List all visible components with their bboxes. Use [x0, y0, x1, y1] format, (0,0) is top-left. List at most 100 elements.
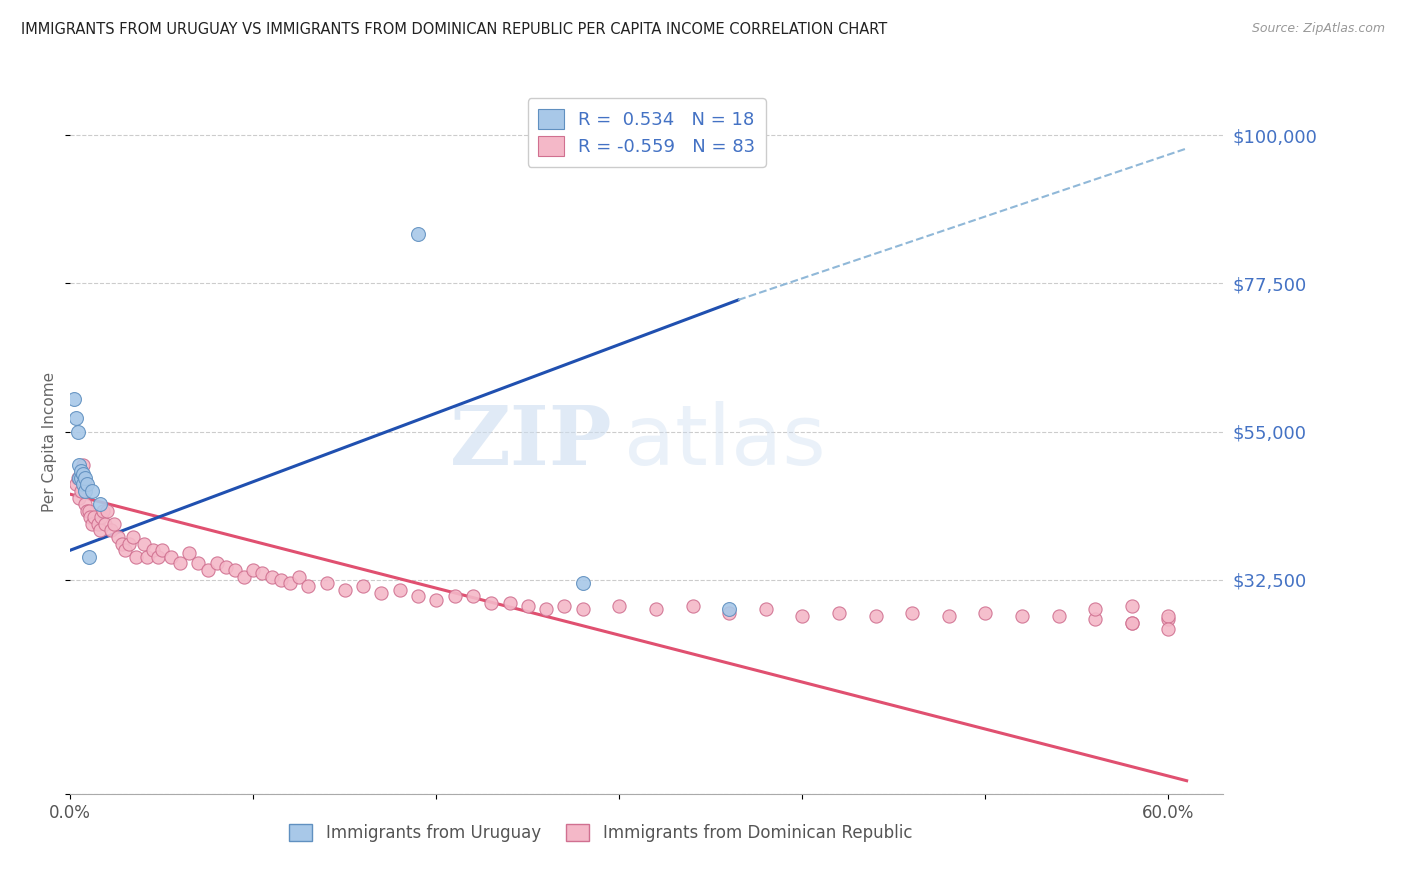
Point [498, 596, 520, 610]
Point [792, 609, 814, 624]
Point [66, 425, 89, 439]
Point [1084, 602, 1107, 616]
Point [370, 586, 392, 600]
Point [103, 516, 125, 531]
Point [1121, 615, 1143, 630]
Point [132, 536, 155, 550]
Point [77, 549, 100, 564]
Point [315, 576, 337, 591]
Legend: Immigrants from Uruguay, Immigrants from Dominican Republic: Immigrants from Uruguay, Immigrants from… [283, 817, 918, 849]
Point [89, 524, 111, 538]
Point [1121, 615, 1143, 630]
Point [718, 606, 741, 620]
Point [553, 599, 575, 614]
Point [70, 471, 93, 485]
Point [406, 590, 429, 604]
Point [278, 576, 301, 591]
Point [72, 467, 94, 482]
Point [65, 477, 87, 491]
Point [288, 569, 311, 583]
Point [73, 497, 96, 511]
Point [83, 510, 105, 524]
Point [125, 549, 148, 564]
Point [69, 471, 91, 485]
Point [90, 510, 112, 524]
Point [70, 483, 93, 498]
Point [607, 599, 630, 614]
Point [252, 566, 274, 581]
Text: ZIP: ZIP [450, 401, 612, 482]
Point [425, 592, 447, 607]
Point [1157, 609, 1180, 624]
Point [534, 602, 557, 616]
Point [72, 458, 94, 472]
Point [1011, 609, 1033, 624]
Point [77, 504, 100, 518]
Point [73, 471, 96, 485]
Point [110, 536, 132, 550]
Point [297, 579, 319, 593]
Point [479, 596, 502, 610]
Point [136, 549, 159, 564]
Point [205, 557, 228, 571]
Point [1047, 609, 1070, 624]
Point [461, 590, 484, 604]
Point [73, 483, 96, 498]
Point [1157, 622, 1180, 636]
Point [1157, 612, 1180, 626]
Point [974, 606, 997, 620]
Point [197, 563, 219, 577]
Point [82, 483, 104, 498]
Point [94, 516, 117, 531]
Point [160, 549, 183, 564]
Point [270, 573, 292, 587]
Point [260, 569, 283, 583]
Point [107, 530, 129, 544]
Point [224, 563, 246, 577]
Point [73, 477, 96, 491]
Point [87, 516, 110, 531]
Point [89, 497, 111, 511]
Point [121, 530, 143, 544]
Point [91, 504, 114, 518]
Point [645, 602, 668, 616]
Point [828, 606, 851, 620]
Point [142, 543, 165, 558]
Point [118, 536, 141, 550]
Text: IMMIGRANTS FROM URUGUAY VS IMMIGRANTS FROM DOMINICAN REPUBLIC PER CAPITA INCOME : IMMIGRANTS FROM URUGUAY VS IMMIGRANTS FR… [21, 22, 887, 37]
Point [76, 504, 98, 518]
Y-axis label: Per Capita Income: Per Capita Income [42, 371, 58, 512]
Point [516, 599, 538, 614]
Point [114, 543, 136, 558]
Point [865, 609, 887, 624]
Point [333, 582, 356, 597]
Point [682, 599, 704, 614]
Point [72, 477, 94, 491]
Point [571, 602, 593, 616]
Point [69, 458, 91, 472]
Point [1121, 599, 1143, 614]
Point [187, 557, 209, 571]
Point [96, 504, 118, 518]
Point [69, 491, 91, 505]
Point [938, 609, 960, 624]
Point [352, 579, 374, 593]
Point [233, 569, 256, 583]
Point [79, 510, 101, 524]
Point [169, 557, 191, 571]
Point [179, 547, 201, 561]
Point [406, 227, 429, 241]
Point [76, 477, 98, 491]
Point [63, 392, 86, 406]
Point [1084, 612, 1107, 626]
Text: Source: ZipAtlas.com: Source: ZipAtlas.com [1251, 22, 1385, 36]
Point [901, 606, 924, 620]
Point [215, 559, 238, 574]
Point [100, 524, 122, 538]
Point [150, 543, 173, 558]
Point [571, 576, 593, 591]
Point [388, 582, 411, 597]
Point [718, 602, 741, 616]
Point [443, 590, 465, 604]
Point [242, 563, 264, 577]
